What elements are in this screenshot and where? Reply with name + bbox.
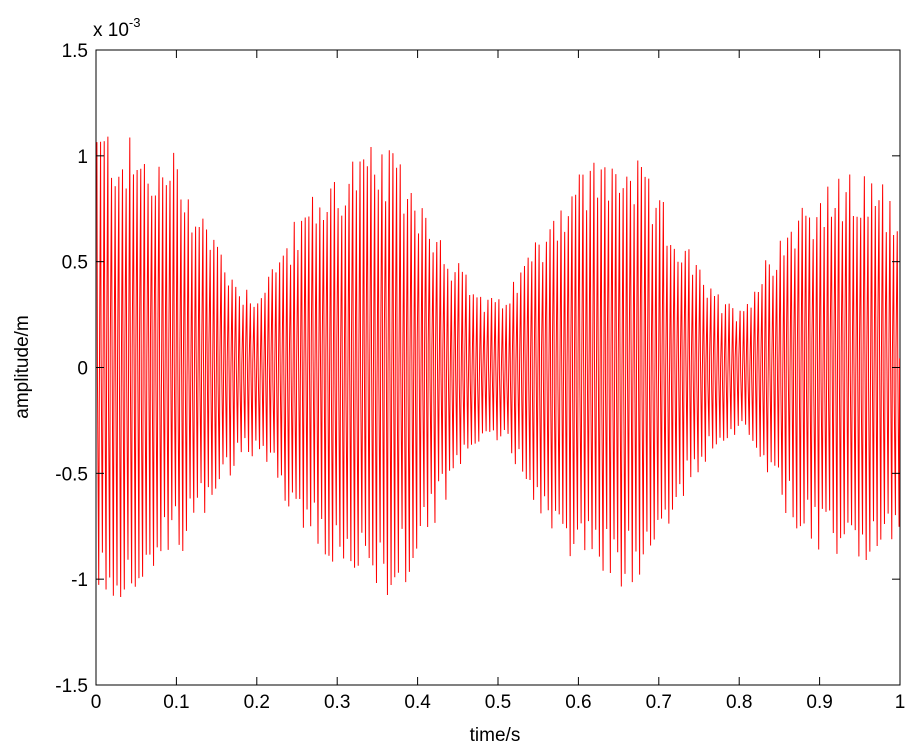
x-tick-label: 0.7	[646, 692, 672, 713]
y-tick-label: -1.5	[55, 676, 88, 697]
y-axis-label: amplitude/m	[12, 315, 33, 419]
y-tick-label: 0.5	[62, 253, 88, 274]
y-axis-ticks: -1.5 -1 -0.5 0 0.5 1 1.5	[55, 41, 900, 697]
x-tick-label: 0.1	[163, 692, 189, 713]
x-tick-label: 0.3	[324, 692, 350, 713]
y-tick-label: 1.5	[62, 41, 88, 62]
x-tick-label: 0.2	[244, 692, 270, 713]
x-tick-label: 1	[895, 692, 906, 713]
x-tick-label: 0.5	[485, 692, 511, 713]
y-tick-label: 1	[77, 147, 88, 168]
y-axis-multiplier-exponent: -3	[129, 15, 141, 30]
y-axis-multiplier-base: x 10	[93, 20, 129, 41]
x-tick-label: 0.8	[726, 692, 752, 713]
x-axis-ticks: 0 0.1 0.2 0.3 0.4 0.5 0.6 0.7 0.8 0.9 1	[91, 50, 906, 713]
y-tick-label: -1	[71, 570, 88, 591]
x-axis-label: time/s	[470, 725, 521, 746]
x-tick-label: 0.4	[404, 692, 431, 713]
signal-series-line	[96, 136, 900, 597]
y-tick-label: -0.5	[55, 464, 88, 485]
y-axis-multiplier: x 10-3	[93, 15, 140, 41]
x-tick-label: 0.9	[806, 692, 832, 713]
x-tick-label: 0	[91, 692, 102, 713]
x-tick-label: 0.6	[565, 692, 591, 713]
y-tick-label: 0	[77, 359, 88, 380]
